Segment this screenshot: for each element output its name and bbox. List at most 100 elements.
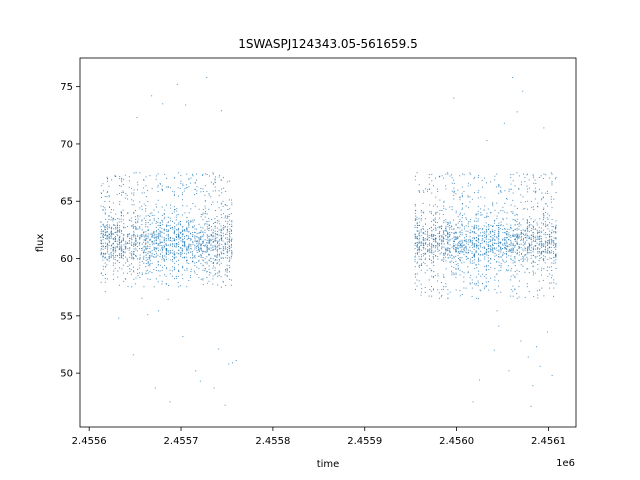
data-point bbox=[174, 253, 176, 255]
data-point bbox=[228, 256, 230, 258]
data-point bbox=[459, 196, 461, 198]
data-point bbox=[526, 253, 528, 255]
data-point bbox=[498, 224, 500, 226]
data-point bbox=[204, 207, 206, 209]
data-point bbox=[420, 235, 422, 237]
data-point bbox=[453, 183, 455, 184]
data-point bbox=[492, 242, 494, 244]
data-point bbox=[117, 235, 119, 237]
data-point bbox=[528, 235, 530, 237]
data-point bbox=[546, 245, 548, 247]
data-point bbox=[526, 173, 528, 175]
data-point bbox=[115, 213, 117, 215]
data-point bbox=[109, 206, 111, 208]
data-point bbox=[527, 225, 529, 227]
data-point bbox=[425, 252, 427, 254]
data-point bbox=[538, 251, 540, 253]
data-point bbox=[506, 250, 508, 252]
data-point bbox=[126, 226, 128, 228]
data-point bbox=[472, 260, 474, 262]
data-point bbox=[170, 187, 171, 189]
data-point bbox=[516, 223, 518, 225]
data-point bbox=[477, 205, 479, 207]
data-point bbox=[497, 230, 499, 232]
data-point bbox=[137, 218, 139, 220]
data-point bbox=[194, 235, 196, 237]
data-point bbox=[434, 221, 436, 223]
data-point bbox=[479, 254, 481, 256]
data-point bbox=[447, 237, 449, 239]
data-point bbox=[459, 231, 461, 233]
data-point bbox=[202, 284, 204, 286]
data-point bbox=[506, 228, 508, 230]
data-point bbox=[161, 219, 163, 221]
data-point bbox=[543, 207, 545, 209]
data-point bbox=[543, 251, 545, 253]
data-point bbox=[551, 173, 553, 175]
data-point bbox=[555, 224, 557, 226]
data-point bbox=[534, 192, 536, 194]
data-point bbox=[104, 262, 106, 264]
data-point bbox=[206, 271, 208, 273]
data-point bbox=[552, 226, 554, 228]
data-point bbox=[461, 239, 463, 241]
data-point bbox=[108, 253, 110, 255]
data-point bbox=[113, 228, 115, 230]
data-point bbox=[508, 248, 510, 250]
data-point bbox=[204, 262, 206, 264]
data-point bbox=[431, 234, 433, 236]
data-point bbox=[459, 258, 461, 260]
data-point bbox=[145, 215, 147, 217]
data-point bbox=[524, 249, 526, 251]
data-point bbox=[145, 210, 147, 212]
data-point bbox=[461, 271, 463, 273]
data-point bbox=[523, 237, 525, 239]
data-point bbox=[512, 76, 514, 78]
data-point bbox=[133, 212, 135, 214]
data-point bbox=[230, 199, 232, 201]
data-point bbox=[437, 242, 439, 244]
data-point bbox=[479, 379, 481, 381]
data-point bbox=[524, 247, 526, 249]
data-point bbox=[118, 240, 120, 242]
data-point bbox=[443, 238, 445, 240]
data-point bbox=[131, 251, 133, 253]
data-point bbox=[138, 243, 140, 245]
data-point bbox=[198, 238, 200, 240]
data-point bbox=[428, 250, 430, 252]
data-point bbox=[224, 225, 226, 227]
data-point bbox=[455, 272, 457, 274]
data-point bbox=[139, 261, 141, 263]
data-point bbox=[102, 209, 104, 211]
data-point bbox=[186, 246, 188, 248]
data-point bbox=[434, 177, 436, 179]
data-point bbox=[554, 228, 556, 230]
data-point bbox=[533, 227, 534, 229]
data-point bbox=[208, 280, 210, 282]
data-point bbox=[433, 234, 435, 236]
data-point bbox=[449, 261, 451, 263]
data-point bbox=[428, 295, 430, 297]
data-point bbox=[504, 240, 506, 242]
data-point bbox=[459, 269, 461, 271]
data-point bbox=[202, 235, 204, 237]
data-point bbox=[128, 186, 130, 188]
data-point bbox=[107, 247, 109, 249]
data-point bbox=[494, 248, 496, 250]
data-point bbox=[455, 237, 457, 239]
data-point bbox=[155, 248, 157, 250]
data-point bbox=[540, 241, 542, 243]
data-point bbox=[477, 197, 479, 199]
data-point bbox=[155, 222, 157, 224]
data-point bbox=[538, 280, 540, 282]
data-point bbox=[538, 236, 540, 237]
data-point bbox=[504, 246, 506, 248]
data-point bbox=[548, 246, 550, 248]
data-point bbox=[502, 228, 504, 230]
data-point bbox=[489, 235, 491, 237]
data-point bbox=[427, 229, 429, 231]
data-point bbox=[159, 224, 161, 226]
data-point bbox=[442, 274, 444, 276]
data-point bbox=[133, 172, 135, 174]
data-point bbox=[121, 248, 123, 250]
